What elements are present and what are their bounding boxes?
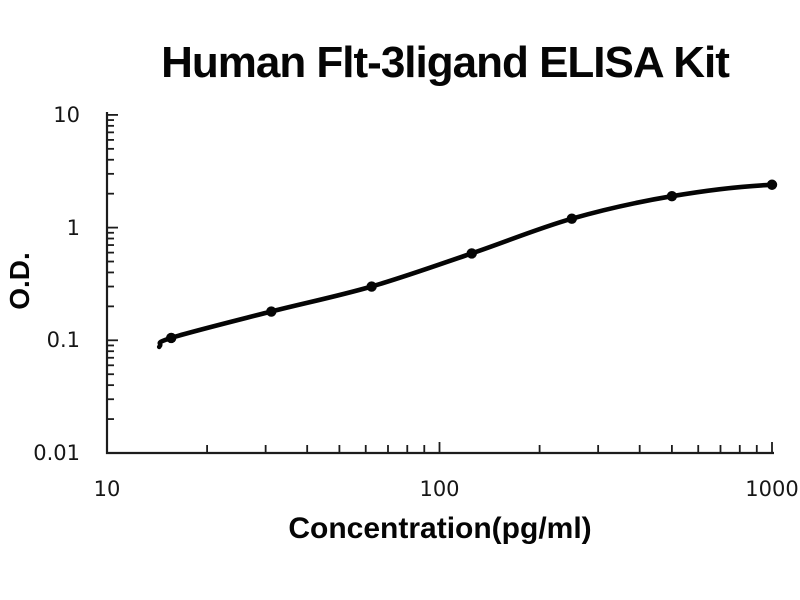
x-tick-label: 1000 [745,477,799,501]
axis-lines [105,112,774,455]
data-point-marker [466,248,477,259]
data-point-marker [366,281,377,292]
data-point-marker [666,190,678,202]
y-tick-label: 1 [66,215,80,240]
x-tick-label: 10 [93,477,121,501]
data-point-marker [766,179,778,190]
data-point-marker [266,306,277,317]
x-axis-label: Concentration(pg/ml) [288,512,592,545]
standard-curve [156,182,775,350]
chart-title: Human Flt-3ligand ELISA Kit [161,38,730,87]
y-tick-label: 0.1 [46,328,80,353]
y-tick-label: 0.01 [33,441,80,465]
y-tick-label: 10 [53,102,80,127]
x-tick-label: 100 [419,477,460,501]
data-point-marker [566,213,578,224]
data-point-marker [166,332,177,344]
